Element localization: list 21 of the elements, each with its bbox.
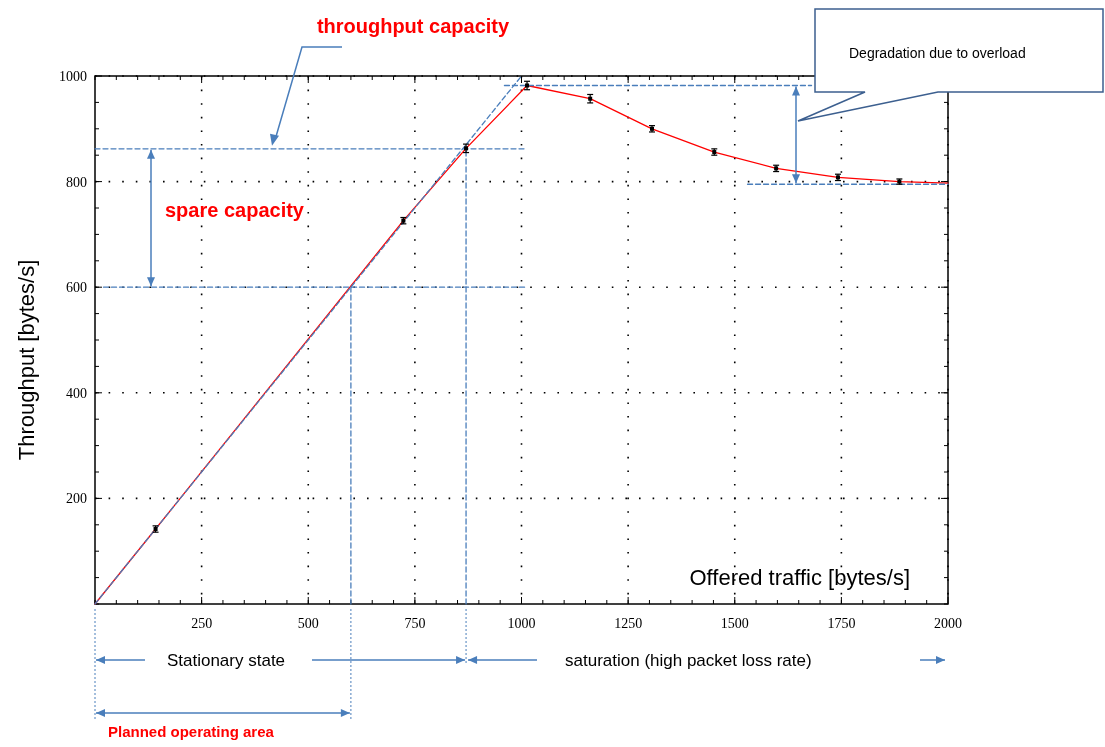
text: saturation (high packet loss rate) bbox=[565, 651, 812, 670]
x-axis-title: Offered traffic [bytes/s] bbox=[689, 565, 910, 590]
x-tick-label: 1000 bbox=[507, 616, 536, 631]
text: Planned operating area bbox=[108, 723, 275, 740]
x-tick-label: 250 bbox=[191, 616, 213, 631]
annotation: spare capacity bbox=[165, 199, 305, 221]
x-tick-label: 500 bbox=[297, 616, 319, 631]
x-tick-label: 2000 bbox=[934, 616, 962, 631]
x-tick-label: 1250 bbox=[614, 616, 643, 631]
y-axis-title: Throughput [bytes/s] bbox=[14, 259, 39, 461]
y-tick-label: 200 bbox=[66, 491, 87, 507]
text: throughput capacity bbox=[316, 15, 510, 37]
y-tick-label: 800 bbox=[66, 174, 87, 190]
y-tick-label: 600 bbox=[66, 280, 87, 296]
x-tick-label: 1750 bbox=[827, 616, 856, 631]
y-tick-label: 400 bbox=[66, 385, 87, 401]
text: Degradation due to overload bbox=[849, 45, 1026, 61]
text: Stationary state bbox=[166, 651, 286, 670]
x-tick-label: 750 bbox=[404, 616, 426, 631]
x-tick-label: 1500 bbox=[720, 616, 749, 631]
y-tick-label: 1000 bbox=[59, 69, 87, 84]
